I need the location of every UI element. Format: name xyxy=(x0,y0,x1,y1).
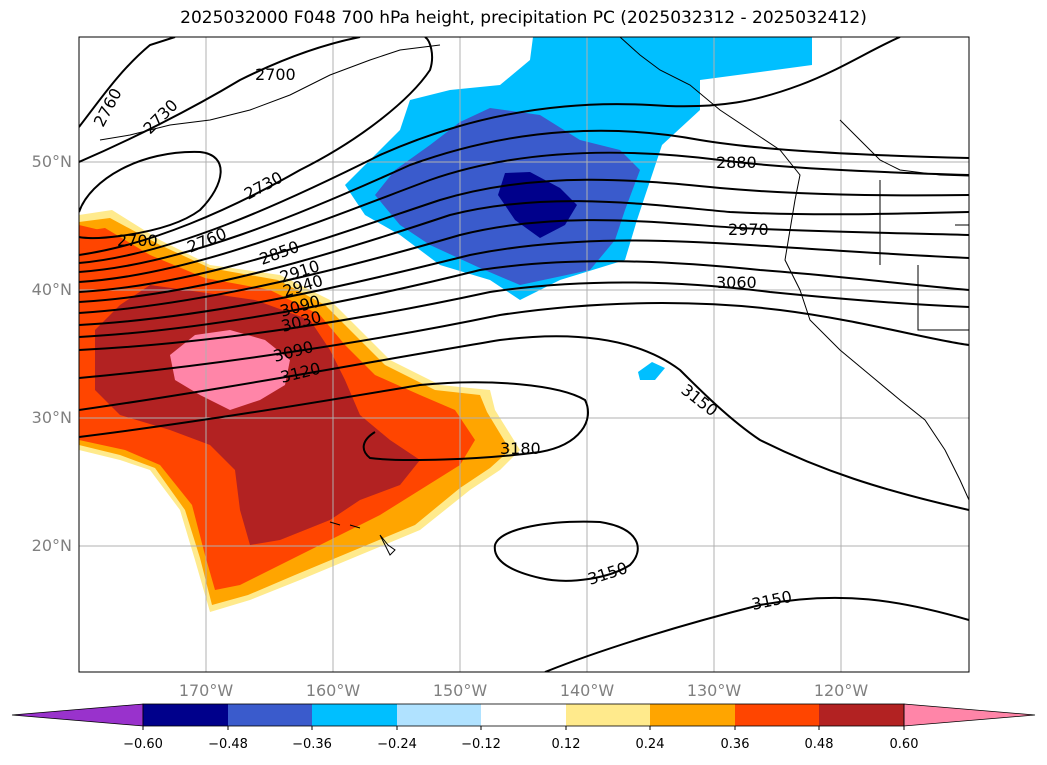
contour-label: 2760 xyxy=(184,224,229,257)
contour-label: 3150 xyxy=(750,587,794,614)
contour-label: 3060 xyxy=(716,273,757,292)
colorbar-swatch xyxy=(819,704,904,726)
map-plot-area: 2760 2730 2700 2730 2760 2700 2850 2910 … xyxy=(79,37,969,672)
colorbar-swatch xyxy=(397,704,481,726)
colorbar-swatch xyxy=(143,704,228,726)
contour-label: 3150 xyxy=(678,380,722,420)
lon-label: 140°W xyxy=(559,681,615,700)
lat-label: 40°N xyxy=(31,280,72,299)
colorbar xyxy=(11,703,1036,730)
colorbar-tick-label: 0.36 xyxy=(720,737,750,752)
precip-negative-small xyxy=(638,362,665,380)
colorbar-tick-label: 0.24 xyxy=(635,737,665,752)
colorbar-tick-label: −0.48 xyxy=(208,737,248,752)
lon-label: 120°W xyxy=(813,681,869,700)
plot-frame xyxy=(78,36,970,673)
contour-label: 2700 xyxy=(117,231,158,250)
contour-label: 2970 xyxy=(728,220,769,239)
colorbar-extend-right xyxy=(903,703,1036,727)
precip-positive-pink xyxy=(170,330,290,410)
lon-label: 130°W xyxy=(686,681,742,700)
colorbar-swatch xyxy=(481,704,566,726)
lat-label: 50°N xyxy=(31,152,72,171)
colorbar-swatch xyxy=(228,704,312,726)
colorbar-tick-label: −0.60 xyxy=(123,737,163,752)
colorbar-tick-label: 0.12 xyxy=(551,737,581,752)
colorbar-tick-label: −0.24 xyxy=(377,737,417,752)
contour-label: 3150 xyxy=(585,558,630,589)
map-title: 2025032000 F048 700 hPa height, precipit… xyxy=(180,8,867,28)
lon-label: 150°W xyxy=(432,681,488,700)
contour-label: 2730 xyxy=(241,168,286,204)
colorbar-swatch xyxy=(312,704,397,726)
colorbar-tick-label: 0.60 xyxy=(889,737,919,752)
lon-label: 160°W xyxy=(305,681,361,700)
lat-label: 30°N xyxy=(31,408,72,427)
colorbar-tick-label: −0.36 xyxy=(292,737,332,752)
gridlines xyxy=(79,37,969,672)
contour-label: 2700 xyxy=(255,65,296,84)
lon-label: 170°W xyxy=(178,681,234,700)
lat-label: 20°N xyxy=(31,536,72,555)
colorbar-tick-label: −0.12 xyxy=(461,737,501,752)
colorbar-swatch xyxy=(735,704,819,726)
contour-label: 2880 xyxy=(716,153,757,172)
height-contours xyxy=(79,37,969,672)
colorbar-tick-label: 0.48 xyxy=(804,737,834,752)
colorbar-extend-left xyxy=(11,703,144,727)
colorbar-swatch xyxy=(566,704,650,726)
contour-label: 3180 xyxy=(500,439,541,458)
colorbar-swatch xyxy=(650,704,735,726)
